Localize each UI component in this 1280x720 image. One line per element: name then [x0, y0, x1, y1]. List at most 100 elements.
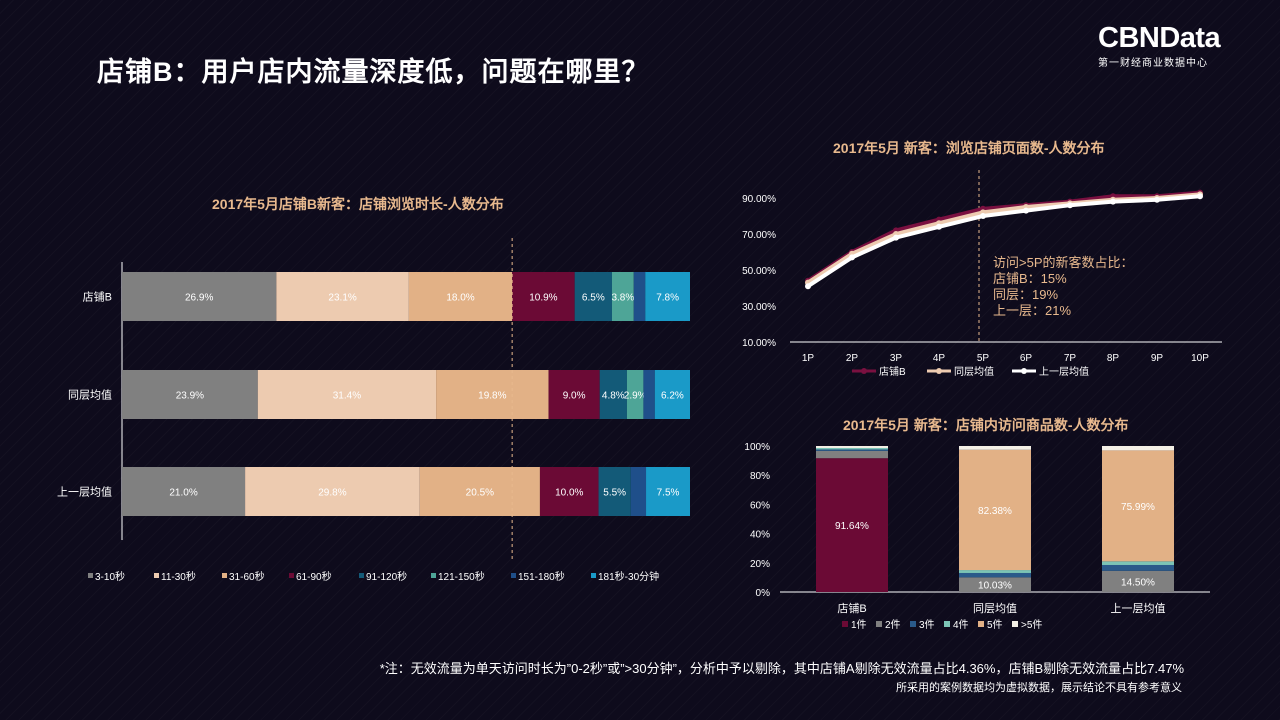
pages-legend-label: 上一层均值	[1039, 365, 1089, 378]
duration-bar-segment	[633, 272, 646, 321]
items-legend-label: 5件	[987, 619, 1003, 631]
items-bar-segment	[1102, 446, 1174, 451]
items-legend-swatch	[876, 621, 882, 627]
pages-data-point	[893, 234, 899, 241]
items-category-label: 同层均值	[973, 602, 1017, 615]
pages-legend-marker	[936, 368, 942, 374]
duration-data-label: 2.9%	[624, 391, 647, 402]
items-bar-segment	[816, 446, 888, 448]
pages-x-tick: 5P	[977, 353, 990, 364]
items-bar-segment	[816, 450, 888, 459]
duration-legend-label: 91-120秒	[366, 570, 407, 583]
items-y-tick: 80%	[750, 471, 770, 482]
pages-x-tick: 6P	[1020, 353, 1033, 364]
duration-bar-segment	[539, 467, 599, 516]
duration-data-label: 6.2%	[661, 391, 684, 402]
duration-chart-title: 2017年5月店铺B新客：店铺浏览时长-人数分布	[212, 196, 504, 212]
footnote: *注：无效流量为单天访问时长为”0-2秒”或”>30分钟”，分析中予以剔除，其中…	[379, 661, 1184, 676]
duration-legend-swatch	[289, 573, 294, 578]
items-legend-swatch	[978, 621, 984, 627]
pages-legend-label: 店铺B	[879, 365, 906, 378]
items-legend-label: 4件	[953, 619, 969, 631]
duration-legend-swatch	[154, 573, 159, 578]
duration-data-label: 26.9%	[185, 293, 213, 304]
duration-legend-label: 121-150秒	[438, 570, 485, 583]
duration-data-label: 23.1%	[328, 293, 356, 304]
items-y-tick: 60%	[750, 500, 770, 511]
pages-data-point	[1067, 202, 1073, 209]
items-bar-segment	[959, 570, 1031, 573]
duration-data-label: 10.9%	[529, 293, 557, 304]
pages-data-point	[1110, 198, 1116, 205]
items-legend-label: 3件	[919, 619, 935, 631]
duration-data-label: 4.8%	[602, 391, 625, 402]
pages-series-line	[806, 194, 1201, 288]
items-bar-segment	[1102, 564, 1174, 571]
items-legend-label: >5件	[1021, 619, 1042, 631]
duration-legend-label: 61-90秒	[296, 570, 332, 583]
duration-bar-segment	[574, 272, 612, 321]
duration-data-label: 23.9%	[176, 391, 204, 402]
duration-bar-segment	[646, 467, 690, 516]
items-bar-segment	[959, 446, 1031, 450]
duration-data-label: 7.5%	[657, 488, 680, 499]
items-bar-segment	[816, 449, 888, 451]
duration-bar-segment	[645, 272, 690, 321]
items-legend-label: 1件	[851, 619, 867, 631]
items-y-tick: 40%	[750, 530, 770, 541]
duration-category-label: 同层均值	[68, 389, 112, 402]
annotation-line-4: 上一层：21%	[993, 303, 1072, 318]
pages-data-point	[1023, 207, 1029, 214]
duration-bar-chart: 店铺B 26.9% 23.1% 18.0% 10.9% 6.5% 3.8% 7.8% 同层均值 2…	[57, 238, 690, 583]
duration-data-label: 3.8%	[611, 293, 634, 304]
items-legend-swatch	[842, 621, 848, 627]
duration-bar-segment	[245, 467, 420, 516]
duration-bar-segment	[408, 272, 513, 321]
duration-bar-segment	[257, 370, 437, 419]
items-chart-title: 2017年5月 新客：店铺内访问商品数-人数分布	[843, 417, 1129, 433]
duration-category-label: 店铺B	[83, 290, 112, 304]
items-legend-swatch	[1012, 621, 1018, 627]
pages-y-tick: 30.00%	[742, 302, 776, 313]
items-y-tick: 100%	[744, 442, 770, 453]
items-bar-segment	[816, 447, 888, 450]
duration-bar-segment	[276, 272, 409, 321]
duration-bar-segment	[630, 467, 647, 516]
annotation-line-2: 店铺B：15%	[993, 271, 1067, 286]
items-legend-swatch	[910, 621, 916, 627]
duration-legend-swatch	[511, 573, 516, 578]
pages-x-tick: 3P	[890, 353, 903, 364]
pages-legend-marker	[1021, 368, 1027, 374]
brand-logo: CBNData 第一财经商业数据中心	[1098, 22, 1221, 69]
duration-category-label: 上一层均值	[57, 486, 112, 499]
duration-data-label: 9.0%	[563, 391, 586, 402]
pages-series-line	[806, 190, 1201, 283]
pages-y-tick: 90.00%	[742, 194, 776, 205]
duration-bar-segment	[122, 272, 277, 321]
pages-y-tick: 50.00%	[742, 266, 776, 277]
duration-data-label: 21.0%	[169, 488, 197, 499]
duration-data-label: 18.0%	[446, 293, 474, 304]
items-bar-chart: 0% 20% 40% 60% 80% 100% 91.64% 店铺B 10.03% 82.38% 同…	[744, 442, 1210, 631]
items-bar-segment	[1102, 570, 1174, 592]
duration-data-label: 20.5%	[466, 488, 494, 499]
items-data-label: 75.99%	[1121, 502, 1155, 513]
pages-annotation: 访问>5P的新客数占比： 店铺B：15% 同层：19% 上一层：21%	[993, 255, 1134, 319]
duration-data-label: 29.8%	[318, 488, 346, 499]
duration-bar-segment	[611, 272, 634, 321]
duration-bar-segment	[548, 370, 600, 419]
items-bar-segment	[1102, 450, 1174, 562]
items-bar-segment	[959, 449, 1031, 571]
pages-chart-title: 2017年5月 新客：浏览店铺页面数-人数分布	[833, 140, 1105, 156]
items-category-label: 店铺B	[837, 601, 866, 615]
duration-legend-swatch	[222, 573, 227, 578]
items-data-label: 14.50%	[1121, 577, 1155, 588]
duration-legend-swatch	[591, 573, 596, 578]
items-legend-label: 2件	[885, 619, 901, 631]
duration-legend-label: 151-180秒	[518, 570, 565, 583]
duration-legend-label: 11-30秒	[161, 570, 196, 583]
pages-x-tick: 9P	[1151, 353, 1164, 364]
pages-x-tick: 2P	[846, 353, 859, 364]
duration-bar-segment	[436, 370, 549, 419]
